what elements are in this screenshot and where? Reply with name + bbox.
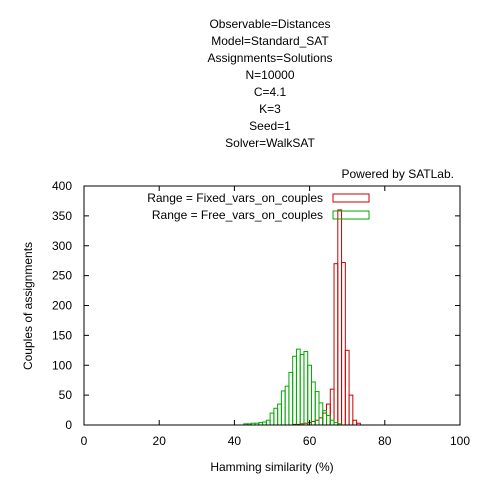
y-tick-label: 0 [65, 418, 72, 432]
x-tick-label: 80 [378, 434, 392, 448]
bar-series-2 [318, 402, 324, 426]
y-tick-label: 350 [52, 209, 72, 223]
x-tick-label: 20 [153, 434, 167, 448]
x-tick-label: 40 [228, 434, 242, 448]
bar-series-2 [269, 412, 275, 426]
legend: Range = Fixed_vars_on_couples Range = Fre… [147, 191, 370, 222]
y-tick-label: 50 [59, 388, 73, 402]
title-line: Observable=Distances [209, 17, 330, 31]
y-tick-label: 250 [52, 269, 72, 283]
bar-series-2 [288, 371, 294, 426]
bar-series-1 [348, 394, 354, 426]
x-axis-label: Hamming similarity (%) [210, 460, 333, 474]
bar-series-1 [341, 261, 346, 426]
bar-series-1 [314, 419, 320, 426]
bar-series-2 [273, 407, 279, 426]
bar-series-1 [322, 412, 328, 426]
y-tick-label: 200 [52, 299, 72, 313]
bar-series-2 [284, 385, 290, 426]
title-line: Assignments=Solutions [207, 51, 332, 65]
legend-label: Range = Fixed_vars_on_couples [147, 191, 323, 205]
title-line: K=3 [259, 102, 281, 116]
bar-series-2 [277, 403, 282, 426]
x-tick-label: 60 [303, 434, 317, 448]
legend-swatch [332, 193, 370, 203]
bar-series-2 [280, 390, 286, 426]
legend-swatch [332, 210, 370, 220]
title-line: N=10000 [245, 68, 294, 82]
title-line: Solver=WalkSAT [225, 136, 315, 150]
bar-series-1 [318, 417, 324, 426]
x-tick-label: 100 [450, 434, 470, 448]
bar-series-2 [292, 355, 297, 426]
bar-series-2 [265, 419, 271, 426]
title-line: Model=Standard_SAT [211, 34, 329, 48]
bar-series-2 [307, 364, 312, 426]
y-axis-label: Couples of assignments [21, 242, 35, 370]
chart-title: Observable=Distances Model=Standard_SAT As… [207, 17, 332, 150]
bar-series-2 [299, 354, 305, 426]
credit-text: Powered by SATLab. [341, 167, 454, 181]
bar-series-2 [295, 348, 301, 426]
bar-series-1 [333, 263, 339, 426]
bar-series-1 [352, 419, 358, 426]
y-tick-label: 100 [52, 358, 72, 372]
bar-series-2 [303, 351, 309, 426]
bar-series-1 [326, 403, 331, 426]
title-line: Seed=1 [249, 119, 291, 133]
bar-series-1 [344, 349, 350, 426]
bar-series-2 [329, 419, 335, 426]
bar-series-1 [310, 420, 316, 426]
legend-label: Range = Free_vars_on_couples [152, 208, 323, 222]
bar-series-2 [310, 381, 316, 426]
bar-series-1 [329, 388, 335, 426]
bar-series-1 [337, 209, 343, 426]
x-tick-label: 0 [81, 434, 88, 448]
bar-series-2 [326, 414, 331, 426]
title-line: C=4.1 [254, 85, 287, 99]
axis-ticks: 0 20 40 60 80 100 0 50 100 150 200 250 300 350 400 [52, 179, 470, 448]
y-tick-label: 150 [52, 328, 72, 342]
y-tick-label: 300 [52, 239, 72, 253]
y-tick-label: 400 [52, 179, 72, 193]
bars-layer [243, 209, 361, 426]
